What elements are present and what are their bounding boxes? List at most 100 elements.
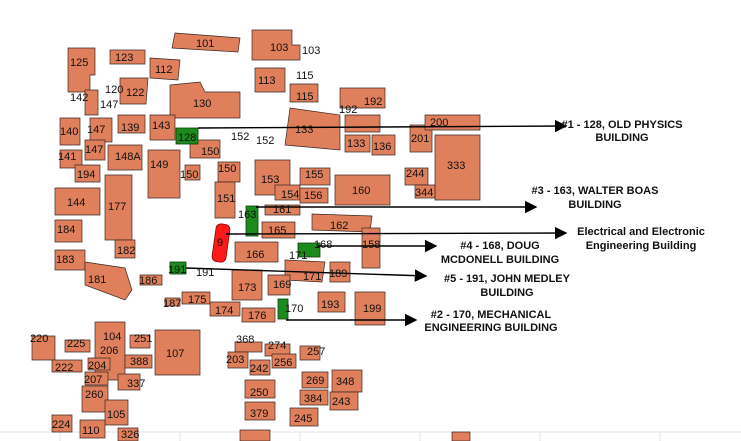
label-139: 139 xyxy=(121,122,139,134)
label-120: 120 xyxy=(105,84,123,96)
label-125: 125 xyxy=(70,57,88,69)
label-147: 147 xyxy=(100,99,118,111)
label-103: 103 xyxy=(302,45,320,57)
arrow-191 xyxy=(185,267,428,282)
label-384: 384 xyxy=(304,393,322,405)
label-175: 175 xyxy=(188,294,206,306)
buildings xyxy=(31,29,481,441)
label-333: 333 xyxy=(447,160,465,172)
label-9: 9 xyxy=(217,237,223,249)
label-224: 224 xyxy=(52,419,70,431)
label-142: 142 xyxy=(70,92,88,104)
arrow-128 xyxy=(197,119,568,133)
label-107: 107 xyxy=(166,348,184,360)
label-104: 104 xyxy=(103,331,121,343)
label-170: 170 xyxy=(285,303,303,315)
annotation-170-line1: #2 - 170, MECHANICAL xyxy=(431,309,552,321)
label-181: 181 xyxy=(88,274,106,286)
label-161: 161 xyxy=(273,204,291,216)
annotation-191-line2: BUILDING xyxy=(480,287,533,299)
label-105: 105 xyxy=(107,409,125,421)
label-162: 162 xyxy=(330,220,348,232)
map-grid xyxy=(0,431,741,441)
annotation-arrows xyxy=(185,119,568,327)
label-184: 184 xyxy=(57,224,75,236)
label-165: 165 xyxy=(268,225,286,237)
label-151: 151 xyxy=(217,193,235,205)
label-110: 110 xyxy=(82,425,100,437)
label-150: 150 xyxy=(201,146,219,158)
label-174: 174 xyxy=(215,305,233,317)
label-133: 133 xyxy=(347,138,365,150)
label-251: 251 xyxy=(134,333,152,345)
label-168: 168 xyxy=(314,239,332,251)
label-388: 388 xyxy=(130,356,148,368)
annotation-electrical-line1: Electrical and Electronic xyxy=(577,226,705,238)
label-204: 204 xyxy=(88,360,106,372)
building-170[interactable] xyxy=(277,298,289,320)
label-206: 206 xyxy=(100,345,118,357)
label-143: 143 xyxy=(152,120,170,132)
building-163[interactable] xyxy=(245,205,259,237)
annotation-191-line1: #5 - 191, JOHN MEDLEY xyxy=(444,273,571,285)
label-191-b: 191 xyxy=(196,267,214,279)
annotation-163-line2: BUILDING xyxy=(568,199,621,211)
label-147: 147 xyxy=(85,144,103,156)
label-269: 269 xyxy=(306,375,324,387)
label-368: 368 xyxy=(236,334,254,346)
label-158: 158 xyxy=(362,239,380,251)
label-123: 123 xyxy=(115,52,133,64)
label-200: 200 xyxy=(430,117,448,129)
label-250: 250 xyxy=(250,387,268,399)
label-141: 141 xyxy=(58,151,76,163)
building-electrical[interactable] xyxy=(211,223,231,263)
label-150: 150 xyxy=(180,169,198,181)
label-171: 171 xyxy=(289,250,307,262)
label-194: 194 xyxy=(77,169,95,181)
label-160: 160 xyxy=(352,185,370,197)
label-379: 379 xyxy=(250,408,268,420)
annotation-electrical-line2: Engineering Building xyxy=(586,240,697,252)
label-225: 225 xyxy=(67,338,85,350)
label-171: 171 xyxy=(303,271,321,283)
annotation-163-line1: #3 - 163, WALTER BOAS xyxy=(532,185,659,197)
label-192: 192 xyxy=(339,104,357,116)
label-154: 154 xyxy=(281,189,299,201)
highlighted-buildings xyxy=(169,127,321,320)
annotation-168-line1: #4 - 168, DOUG xyxy=(460,240,539,252)
label-153: 153 xyxy=(261,174,279,186)
label-348: 348 xyxy=(336,376,354,388)
label-191-a: 191 xyxy=(168,264,186,276)
label-260: 260 xyxy=(85,389,103,401)
label-192: 192 xyxy=(364,96,382,108)
label-199: 199 xyxy=(363,303,381,315)
label-220: 220 xyxy=(30,333,48,345)
label-144: 144 xyxy=(67,197,85,209)
label-186: 186 xyxy=(139,275,157,287)
label-148A: 148A xyxy=(115,151,141,163)
label-274: 274 xyxy=(268,340,286,352)
label-113: 113 xyxy=(258,75,276,87)
label-152: 152 xyxy=(231,131,249,143)
annotation-128-line2: BUILDING xyxy=(595,132,648,144)
building-168[interactable] xyxy=(297,242,321,258)
label-176: 176 xyxy=(248,310,266,322)
label-115: 115 xyxy=(296,91,314,103)
label-156: 156 xyxy=(304,190,322,202)
label-257: 257 xyxy=(307,346,325,358)
label-173: 173 xyxy=(238,282,256,294)
label-203: 203 xyxy=(226,354,244,366)
label-222: 222 xyxy=(55,362,73,374)
annotation-128-line1: #1 - 128, OLD PHYSICS xyxy=(561,119,682,131)
label-182: 182 xyxy=(117,245,135,257)
annotation-labels: #1 - 128, OLD PHYSICS BUILDING #3 - 163,… xyxy=(424,119,705,334)
label-130: 130 xyxy=(193,98,211,110)
building-128[interactable] xyxy=(175,127,199,145)
label-256: 256 xyxy=(274,357,292,369)
arrow-electrical xyxy=(225,226,568,240)
label-242: 242 xyxy=(250,363,268,375)
label-201: 201 xyxy=(411,133,429,145)
label-183: 183 xyxy=(56,254,74,266)
label-187: 187 xyxy=(163,298,181,310)
